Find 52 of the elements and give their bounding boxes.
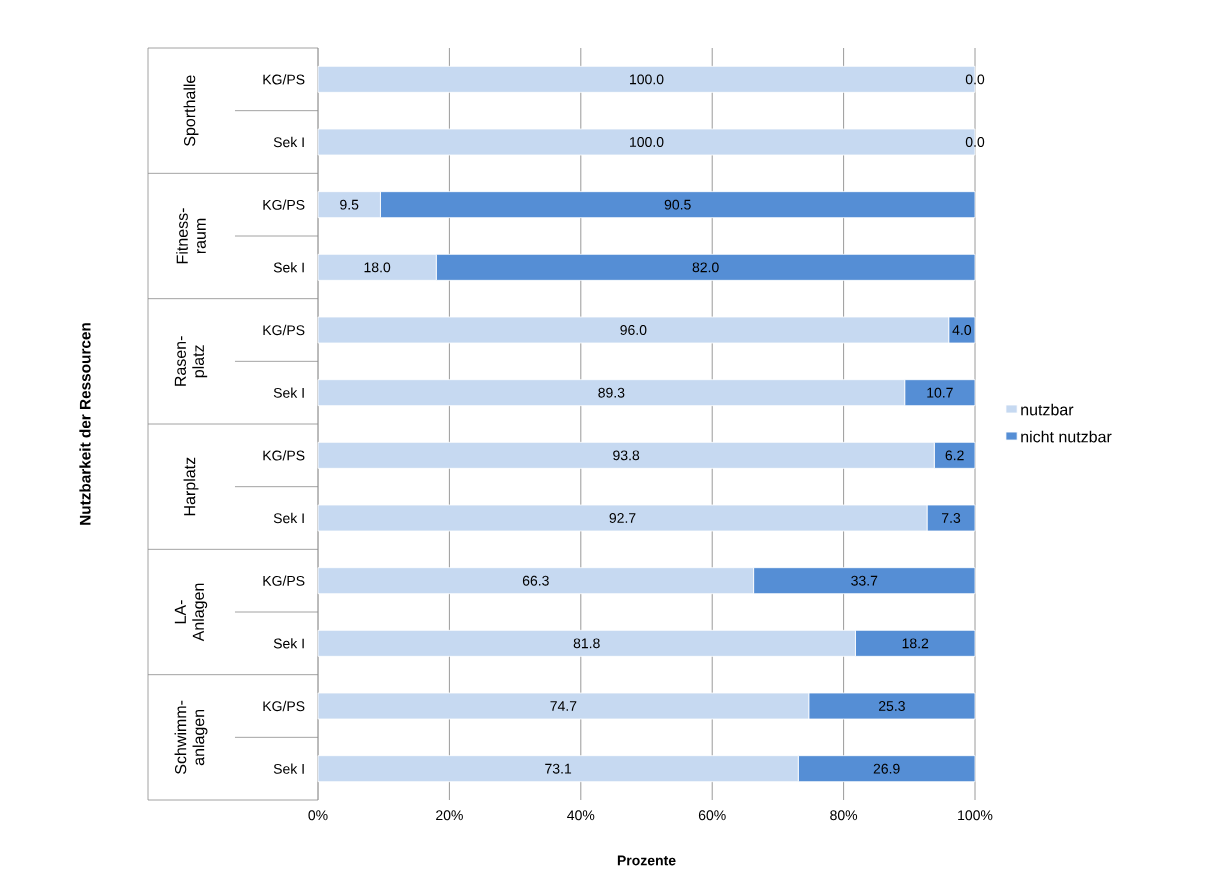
data-label: 100.0 (630, 74, 664, 85)
x-tick-label: 60% (698, 810, 726, 821)
data-label: 18.2 (902, 638, 929, 649)
x-tick-label: 80% (830, 810, 858, 821)
legend-label: nutzbar (1021, 403, 1074, 416)
x-tick-label: 100% (958, 810, 993, 821)
data-label: 25.3 (878, 701, 905, 711)
y-tick-label: Sek I (273, 262, 304, 273)
data-label: 82.0 (692, 262, 719, 273)
data-label: 6.2 (945, 450, 964, 461)
x-axis-title: Prozente (617, 855, 676, 866)
text: Fitness-raum (176, 208, 206, 264)
y-tick-label: Sek I (273, 638, 304, 649)
y-tick-label: Sek I (273, 136, 304, 148)
text: Schwimm-anlagen (174, 700, 208, 774)
text: Nutzbarkeit der Ressourcen (79, 323, 91, 525)
data-label: 9.5 (340, 199, 359, 210)
data-label: 73.1 (545, 763, 572, 774)
data-label: 0.0 (965, 137, 985, 147)
y-tick-label: Sek I (273, 763, 304, 774)
data-label: 26.9 (873, 763, 900, 774)
y-tick-label: Sek I (273, 387, 304, 398)
data-label: 96.0 (620, 325, 647, 335)
y-tick-label: KG/PS (263, 199, 305, 210)
data-label: 33.7 (851, 575, 878, 586)
text: Rasen-platz (174, 336, 208, 386)
x-tick-label: 20% (436, 810, 463, 821)
data-label: 90.5 (664, 199, 691, 210)
y-tick-label: KG/PS (263, 575, 305, 586)
data-label: 81.8 (573, 638, 600, 649)
data-label: 74.7 (550, 701, 577, 711)
data-label: 18.0 (364, 262, 391, 273)
data-label: 100.0 (630, 137, 664, 147)
data-label: 66.3 (522, 575, 549, 586)
legend-label: nicht nutzbar (1021, 430, 1112, 443)
x-tick-label: 0% (308, 810, 328, 821)
data-label: 93.8 (613, 450, 640, 461)
text: LA-Anlagen (174, 583, 208, 642)
y-tick-label: KG/PS (263, 700, 305, 712)
data-label: 0.0 (965, 74, 985, 85)
y-tick-label: KG/PS (263, 74, 305, 85)
y-tick-label: Sek I (273, 512, 304, 524)
y-tick-label: KG/PS (263, 450, 305, 461)
data-label: 4.0 (952, 325, 972, 335)
x-tick-label: 40% (567, 810, 595, 821)
data-label: 92.7 (609, 513, 636, 523)
text: Harplatz (183, 457, 199, 516)
data-label: 7.3 (942, 513, 961, 523)
text: Sporthalle (183, 75, 199, 146)
y-tick-label: KG/PS (263, 324, 305, 336)
data-label: 10.7 (927, 387, 953, 398)
data-label: 89.3 (598, 387, 625, 398)
